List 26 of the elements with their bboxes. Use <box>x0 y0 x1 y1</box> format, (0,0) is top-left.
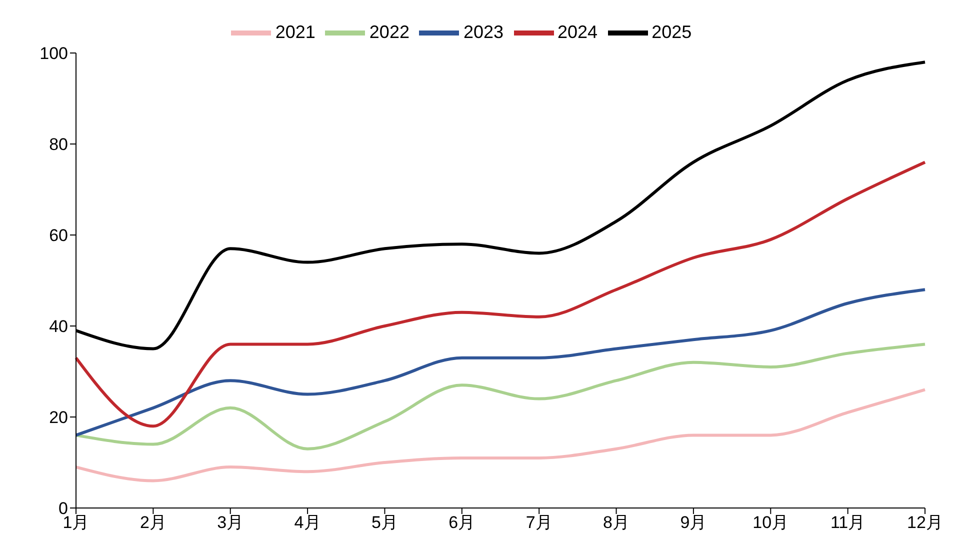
legend-label: 2024 <box>558 22 598 42</box>
x-tick-label: 1月 <box>62 513 90 532</box>
x-tick-label: 11月 <box>830 513 866 532</box>
x-tick-label: 9月 <box>680 513 707 532</box>
legend-label: 2025 <box>652 22 692 42</box>
legend-label: 2023 <box>463 22 504 42</box>
x-tick-label: 4月 <box>294 513 321 532</box>
x-tick-label: 6月 <box>448 513 476 532</box>
legend-label: 2021 <box>275 22 316 42</box>
line-series <box>74 388 926 482</box>
x-tick-label: 3月 <box>217 513 244 532</box>
x-tick-label: 8月 <box>603 513 630 532</box>
y-tick-label: 80 <box>49 135 68 154</box>
y-tick-label: 60 <box>49 226 68 246</box>
x-tick-label: 7月 <box>526 513 552 532</box>
y-tick-label: 40 <box>49 317 68 336</box>
x-tick-label: 10月 <box>752 513 789 532</box>
legend-label: 2022 <box>369 22 410 42</box>
y-tick-label: 20 <box>49 408 68 428</box>
line-series <box>74 288 926 437</box>
y-tick-label: 100 <box>40 44 68 64</box>
x-tick-label: 2月 <box>140 513 166 532</box>
line-series <box>74 342 926 450</box>
x-tick-label: 5月 <box>371 513 398 532</box>
x-tick-label: 12月 <box>907 513 943 532</box>
line-series <box>74 160 926 428</box>
